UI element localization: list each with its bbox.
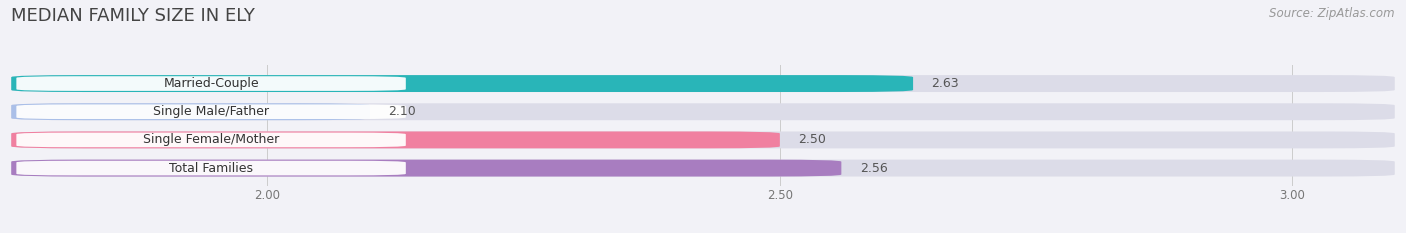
Text: Married-Couple: Married-Couple bbox=[163, 77, 259, 90]
FancyBboxPatch shape bbox=[17, 161, 406, 175]
FancyBboxPatch shape bbox=[17, 104, 406, 119]
FancyBboxPatch shape bbox=[11, 131, 780, 148]
FancyBboxPatch shape bbox=[11, 103, 370, 120]
FancyBboxPatch shape bbox=[11, 103, 1395, 120]
Text: MEDIAN FAMILY SIZE IN ELY: MEDIAN FAMILY SIZE IN ELY bbox=[11, 7, 254, 25]
Text: Source: ZipAtlas.com: Source: ZipAtlas.com bbox=[1270, 7, 1395, 20]
Text: 2.63: 2.63 bbox=[932, 77, 959, 90]
FancyBboxPatch shape bbox=[11, 160, 1395, 177]
FancyBboxPatch shape bbox=[11, 75, 1395, 92]
FancyBboxPatch shape bbox=[11, 131, 1395, 148]
Text: Single Male/Father: Single Male/Father bbox=[153, 105, 269, 118]
FancyBboxPatch shape bbox=[11, 160, 841, 177]
Text: Total Families: Total Families bbox=[169, 161, 253, 175]
Text: 2.10: 2.10 bbox=[388, 105, 416, 118]
Text: 2.56: 2.56 bbox=[860, 161, 887, 175]
Text: 2.50: 2.50 bbox=[799, 134, 827, 146]
Text: Single Female/Mother: Single Female/Mother bbox=[143, 134, 280, 146]
FancyBboxPatch shape bbox=[17, 133, 406, 147]
FancyBboxPatch shape bbox=[11, 75, 912, 92]
FancyBboxPatch shape bbox=[17, 76, 406, 91]
